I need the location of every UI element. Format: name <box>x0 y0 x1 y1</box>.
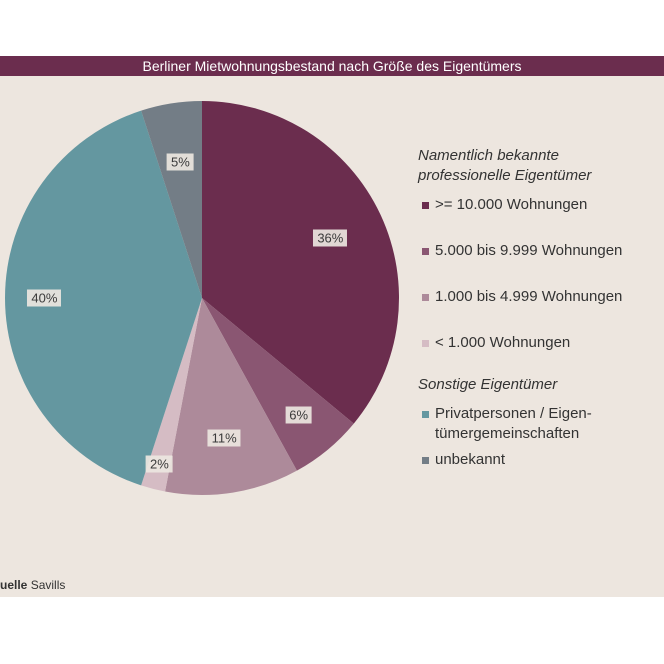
legend-label: Privatpersonen / Eigen- tümergemeinschaf… <box>435 405 592 442</box>
legend: Namentlich bekannte professionelle Eigen… <box>418 146 664 470</box>
slice-value-label: 36% <box>313 229 348 247</box>
chart-title: Berliner Mietwohnungsbestand nach Größe … <box>0 56 664 76</box>
source-label: uelle <box>0 578 28 592</box>
pie-chart-area: 36% 6% 11% 2% 40% 5% <box>0 56 410 597</box>
legend-label: 1.000 bis 4.999 Wohnungen <box>435 288 623 305</box>
legend-item: unbekannt <box>418 450 664 470</box>
slice-value-label: 11% <box>207 429 241 447</box>
pie-slice-3 <box>141 298 202 492</box>
legend-swatch <box>422 248 429 255</box>
legend-item: < 1.000 Wohnungen <box>418 333 664 353</box>
slice-value-label: 6% <box>285 406 313 424</box>
legend-item: 1.000 bis 4.999 Wohnungen <box>418 287 664 307</box>
slice-value-label: 40% <box>27 289 62 307</box>
legend-swatch <box>422 294 429 301</box>
legend-group-title: Namentlich bekannte professionelle Eigen… <box>418 147 592 184</box>
chart-panel: Berliner Mietwohnungsbestand nach Größe … <box>0 56 664 597</box>
pie-slice-2 <box>165 298 297 496</box>
legend-swatch <box>422 411 429 418</box>
legend-item: 5.000 bis 9.999 Wohnungen <box>418 241 664 261</box>
legend-swatch <box>422 340 429 347</box>
source-value: Savills <box>30 578 66 592</box>
pie-slice-1 <box>202 298 354 471</box>
legend-item: >= 10.000 Wohnungen <box>418 195 664 215</box>
legend-swatch <box>422 202 429 209</box>
legend-label: < 1.000 Wohnungen <box>435 334 571 351</box>
legend-label: >= 10.000 Wohnungen <box>435 196 588 213</box>
source-note: uelle Savills <box>0 578 65 592</box>
pie-chart <box>5 101 399 496</box>
pie-slice-4 <box>5 110 202 486</box>
pie-slice-0 <box>202 101 399 424</box>
pie-slice-5 <box>141 101 202 298</box>
legend-item: Privatpersonen / Eigen- tümergemeinschaf… <box>418 404 664 444</box>
legend-label: 5.000 bis 9.999 Wohnungen <box>435 242 623 259</box>
legend-swatch <box>422 457 429 464</box>
slice-value-label: 2% <box>145 455 173 473</box>
legend-group-title: Sonstige Eigentümer <box>418 376 558 393</box>
legend-label: unbekannt <box>435 451 506 468</box>
slice-value-label: 5% <box>167 153 194 171</box>
